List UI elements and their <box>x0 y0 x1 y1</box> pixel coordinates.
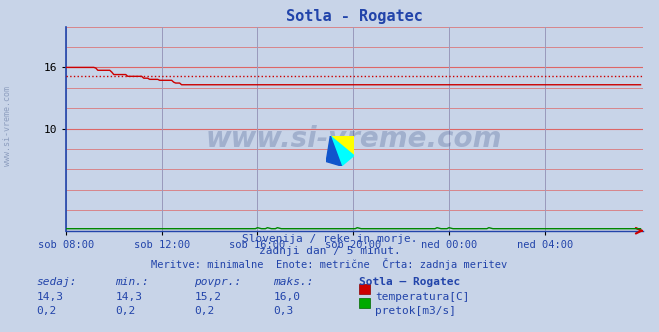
Text: 14,3: 14,3 <box>36 292 63 302</box>
Text: min.:: min.: <box>115 277 149 287</box>
Text: 16,0: 16,0 <box>273 292 301 302</box>
Text: Meritve: minimalne  Enote: metrične  Črta: zadnja meritev: Meritve: minimalne Enote: metrične Črta:… <box>152 258 507 270</box>
Text: zadnji dan / 5 minut.: zadnji dan / 5 minut. <box>258 246 401 256</box>
Text: 0,2: 0,2 <box>194 306 215 316</box>
Title: Sotla - Rogatec: Sotla - Rogatec <box>286 9 422 24</box>
Text: www.si-vreme.com: www.si-vreme.com <box>206 125 502 153</box>
Text: Sotla – Rogatec: Sotla – Rogatec <box>359 277 461 287</box>
Text: Slovenija / reke in morje.: Slovenija / reke in morje. <box>242 234 417 244</box>
Text: sedaj:: sedaj: <box>36 277 76 287</box>
Polygon shape <box>330 136 354 166</box>
Text: maks.:: maks.: <box>273 277 314 287</box>
Text: 0,3: 0,3 <box>273 306 294 316</box>
Text: 0,2: 0,2 <box>36 306 57 316</box>
Polygon shape <box>326 136 341 166</box>
Text: 0,2: 0,2 <box>115 306 136 316</box>
Text: 15,2: 15,2 <box>194 292 221 302</box>
Text: 14,3: 14,3 <box>115 292 142 302</box>
Polygon shape <box>330 136 354 155</box>
Text: pretok[m3/s]: pretok[m3/s] <box>375 306 456 316</box>
Text: povpr.:: povpr.: <box>194 277 242 287</box>
Text: temperatura[C]: temperatura[C] <box>375 292 469 302</box>
Text: www.si-vreme.com: www.si-vreme.com <box>3 86 13 166</box>
